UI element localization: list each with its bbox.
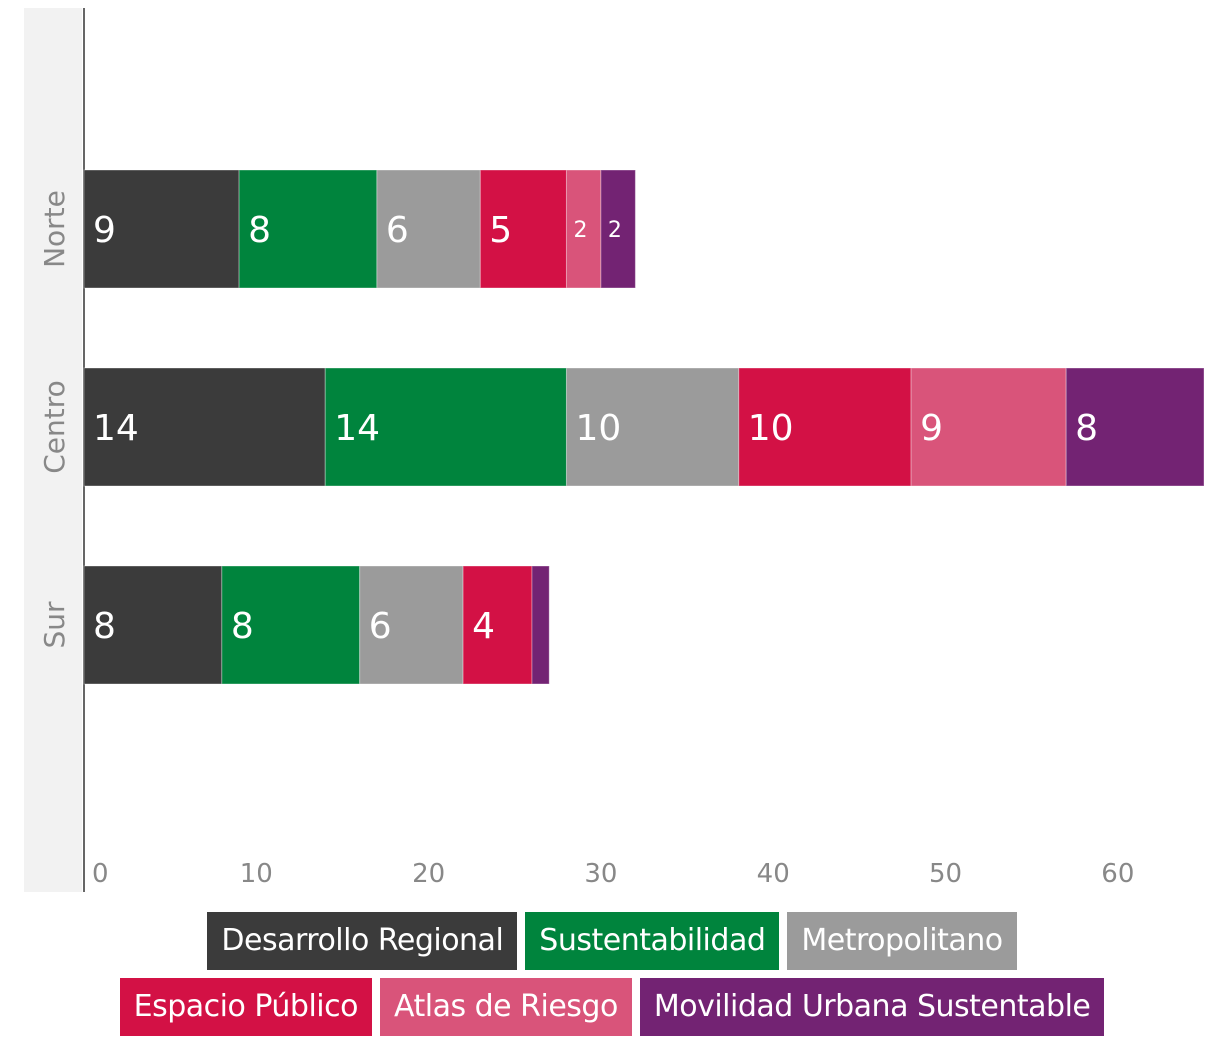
x-tick-label: 30 <box>584 859 617 889</box>
bar-norte-movilidad-urbana-sustentable[interactable] <box>600 169 636 289</box>
value-label: 6 <box>369 606 392 647</box>
legend-item-movilidad-urbana-sustentable[interactable]: Movilidad Urbana Sustentable <box>639 978 1105 1036</box>
x-tick-label: 0 <box>92 859 109 889</box>
category-label-band <box>24 8 82 892</box>
bar-norte-metropolitano[interactable] <box>376 169 481 289</box>
value-label: 2 <box>573 218 587 243</box>
x-tick-label: 20 <box>412 859 445 889</box>
value-label: 8 <box>231 606 254 647</box>
bar-sur-desarrollo-regional[interactable] <box>83 565 223 685</box>
bar-centro-movilidad-urbana-sustentable[interactable] <box>1065 367 1205 487</box>
bars-group <box>83 169 1205 685</box>
value-label: 9 <box>920 408 943 449</box>
value-label: 8 <box>1075 408 1098 449</box>
value-label: 14 <box>93 408 139 449</box>
category-label-centro: Centro <box>38 380 71 474</box>
bar-norte-espacio-p-blico[interactable] <box>479 169 567 289</box>
legend-row-2: Espacio Público Atlas de Riesgo Movilida… <box>0 978 1224 1036</box>
value-label: 4 <box>472 606 495 647</box>
value-label: 8 <box>93 606 116 647</box>
bar-norte-sustentabilidad[interactable] <box>238 169 378 289</box>
bar-sur-metropolitano[interactable] <box>359 565 464 685</box>
value-label: 6 <box>386 210 409 251</box>
x-tick-label: 60 <box>1101 859 1134 889</box>
bar-sur-movilidad-urbana-sustentable[interactable] <box>531 565 550 685</box>
bar-norte-desarrollo-regional[interactable] <box>83 169 240 289</box>
bar-norte-atlas-de-riesgo[interactable] <box>565 169 602 289</box>
value-label: 8 <box>248 210 271 251</box>
legend-item-atlas-de-riesgo[interactable]: Atlas de Riesgo <box>379 978 632 1036</box>
value-label: 14 <box>334 408 380 449</box>
x-tick-labels-group: 0 10 20 30 40 50 60 <box>92 859 1134 889</box>
category-label-sur: Sur <box>38 601 71 649</box>
bar-centro-espacio-p-blico[interactable] <box>738 367 912 487</box>
x-tick-label: 40 <box>757 859 790 889</box>
value-label: 5 <box>489 210 512 251</box>
bar-centro-metropolitano[interactable] <box>565 367 740 487</box>
bar-centro-atlas-de-riesgo[interactable] <box>910 367 1067 487</box>
value-label: 10 <box>748 408 794 449</box>
x-tick-label: 50 <box>929 859 962 889</box>
bar-sur-sustentabilidad[interactable] <box>221 565 361 685</box>
legend-item-desarrollo-regional[interactable]: Desarrollo Regional <box>207 912 518 970</box>
value-label: 9 <box>93 210 116 251</box>
bar-centro-sustentabilidad[interactable] <box>324 367 567 487</box>
legend-item-metropolitano[interactable]: Metropolitano <box>787 912 1017 970</box>
category-labels-group: Norte Centro Sur <box>38 190 71 648</box>
stacked-bar-chart: 9 8 6 5 2 2 14 14 10 10 9 8 8 8 6 4 Norte Centro Sur 0 10 2… <box>24 8 1205 892</box>
legend: Desarrollo Regional Sustentabilidad Metr… <box>0 912 1224 1044</box>
value-label: 10 <box>575 408 621 449</box>
legend-item-sustentabilidad[interactable]: Sustentabilidad <box>525 912 780 970</box>
value-label: 2 <box>608 218 622 243</box>
legend-item-espacio-publico[interactable]: Espacio Público <box>119 978 372 1036</box>
bar-centro-desarrollo-regional[interactable] <box>83 367 326 487</box>
legend-row-1: Desarrollo Regional Sustentabilidad Metr… <box>0 912 1224 970</box>
category-label-norte: Norte <box>38 190 71 268</box>
value-labels-group: 9 8 6 5 2 2 14 14 10 10 9 8 8 8 6 4 <box>93 210 1098 647</box>
x-tick-label: 10 <box>240 859 273 889</box>
bar-sur-espacio-p-blico[interactable] <box>462 565 533 685</box>
